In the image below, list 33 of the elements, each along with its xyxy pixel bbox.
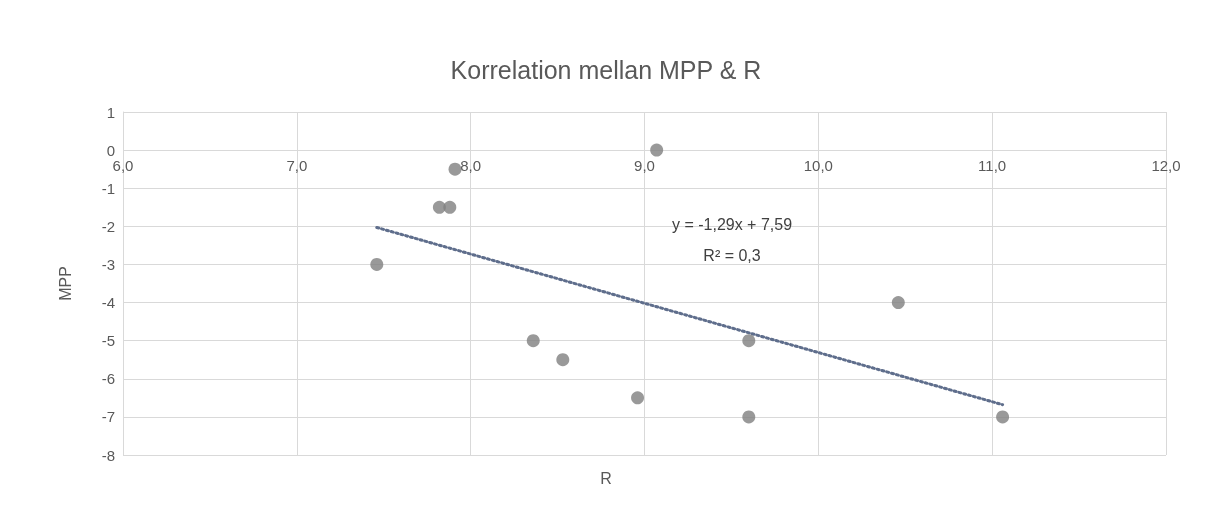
chart-title: Korrelation mellan MPP & R [450, 55, 762, 84]
x-tick-label: 12,0 [1151, 157, 1181, 175]
point [996, 410, 1010, 424]
y-tick-label: 0 [106, 141, 115, 159]
point [370, 257, 384, 271]
point [526, 334, 540, 348]
point [631, 391, 645, 405]
point [556, 353, 570, 367]
y-tick-label: -6 [101, 370, 115, 388]
x-tick-label: 10,0 [803, 157, 833, 175]
y-tick-label: -5 [101, 332, 115, 350]
annotation: y = -1,29x + 7,59 [671, 215, 793, 233]
point [448, 162, 462, 176]
y-tick-label: -3 [101, 255, 115, 273]
x-axis-title: R [600, 469, 612, 487]
point [742, 334, 756, 348]
point [443, 200, 457, 214]
y-tick-label: -8 [101, 446, 115, 464]
x-tick-label: 8,0 [460, 157, 482, 175]
x-tick-label: 7,0 [286, 157, 308, 175]
annotation: R² = 0,3 [703, 246, 761, 264]
y-tick-label: -2 [101, 217, 115, 235]
y-tick-label: -7 [101, 408, 115, 426]
x-tick-label: 6,0 [112, 157, 134, 175]
x-tick-label: 9,0 [634, 157, 655, 175]
point [891, 296, 905, 310]
point [650, 143, 664, 157]
x-tick-label: 11,0 [978, 157, 1007, 175]
point [742, 410, 756, 424]
y-tick-label: 1 [106, 103, 115, 121]
y-axis-title: MPP [56, 266, 74, 301]
y-tick-label: -1 [101, 179, 115, 197]
y-tick-label: -4 [101, 294, 115, 312]
